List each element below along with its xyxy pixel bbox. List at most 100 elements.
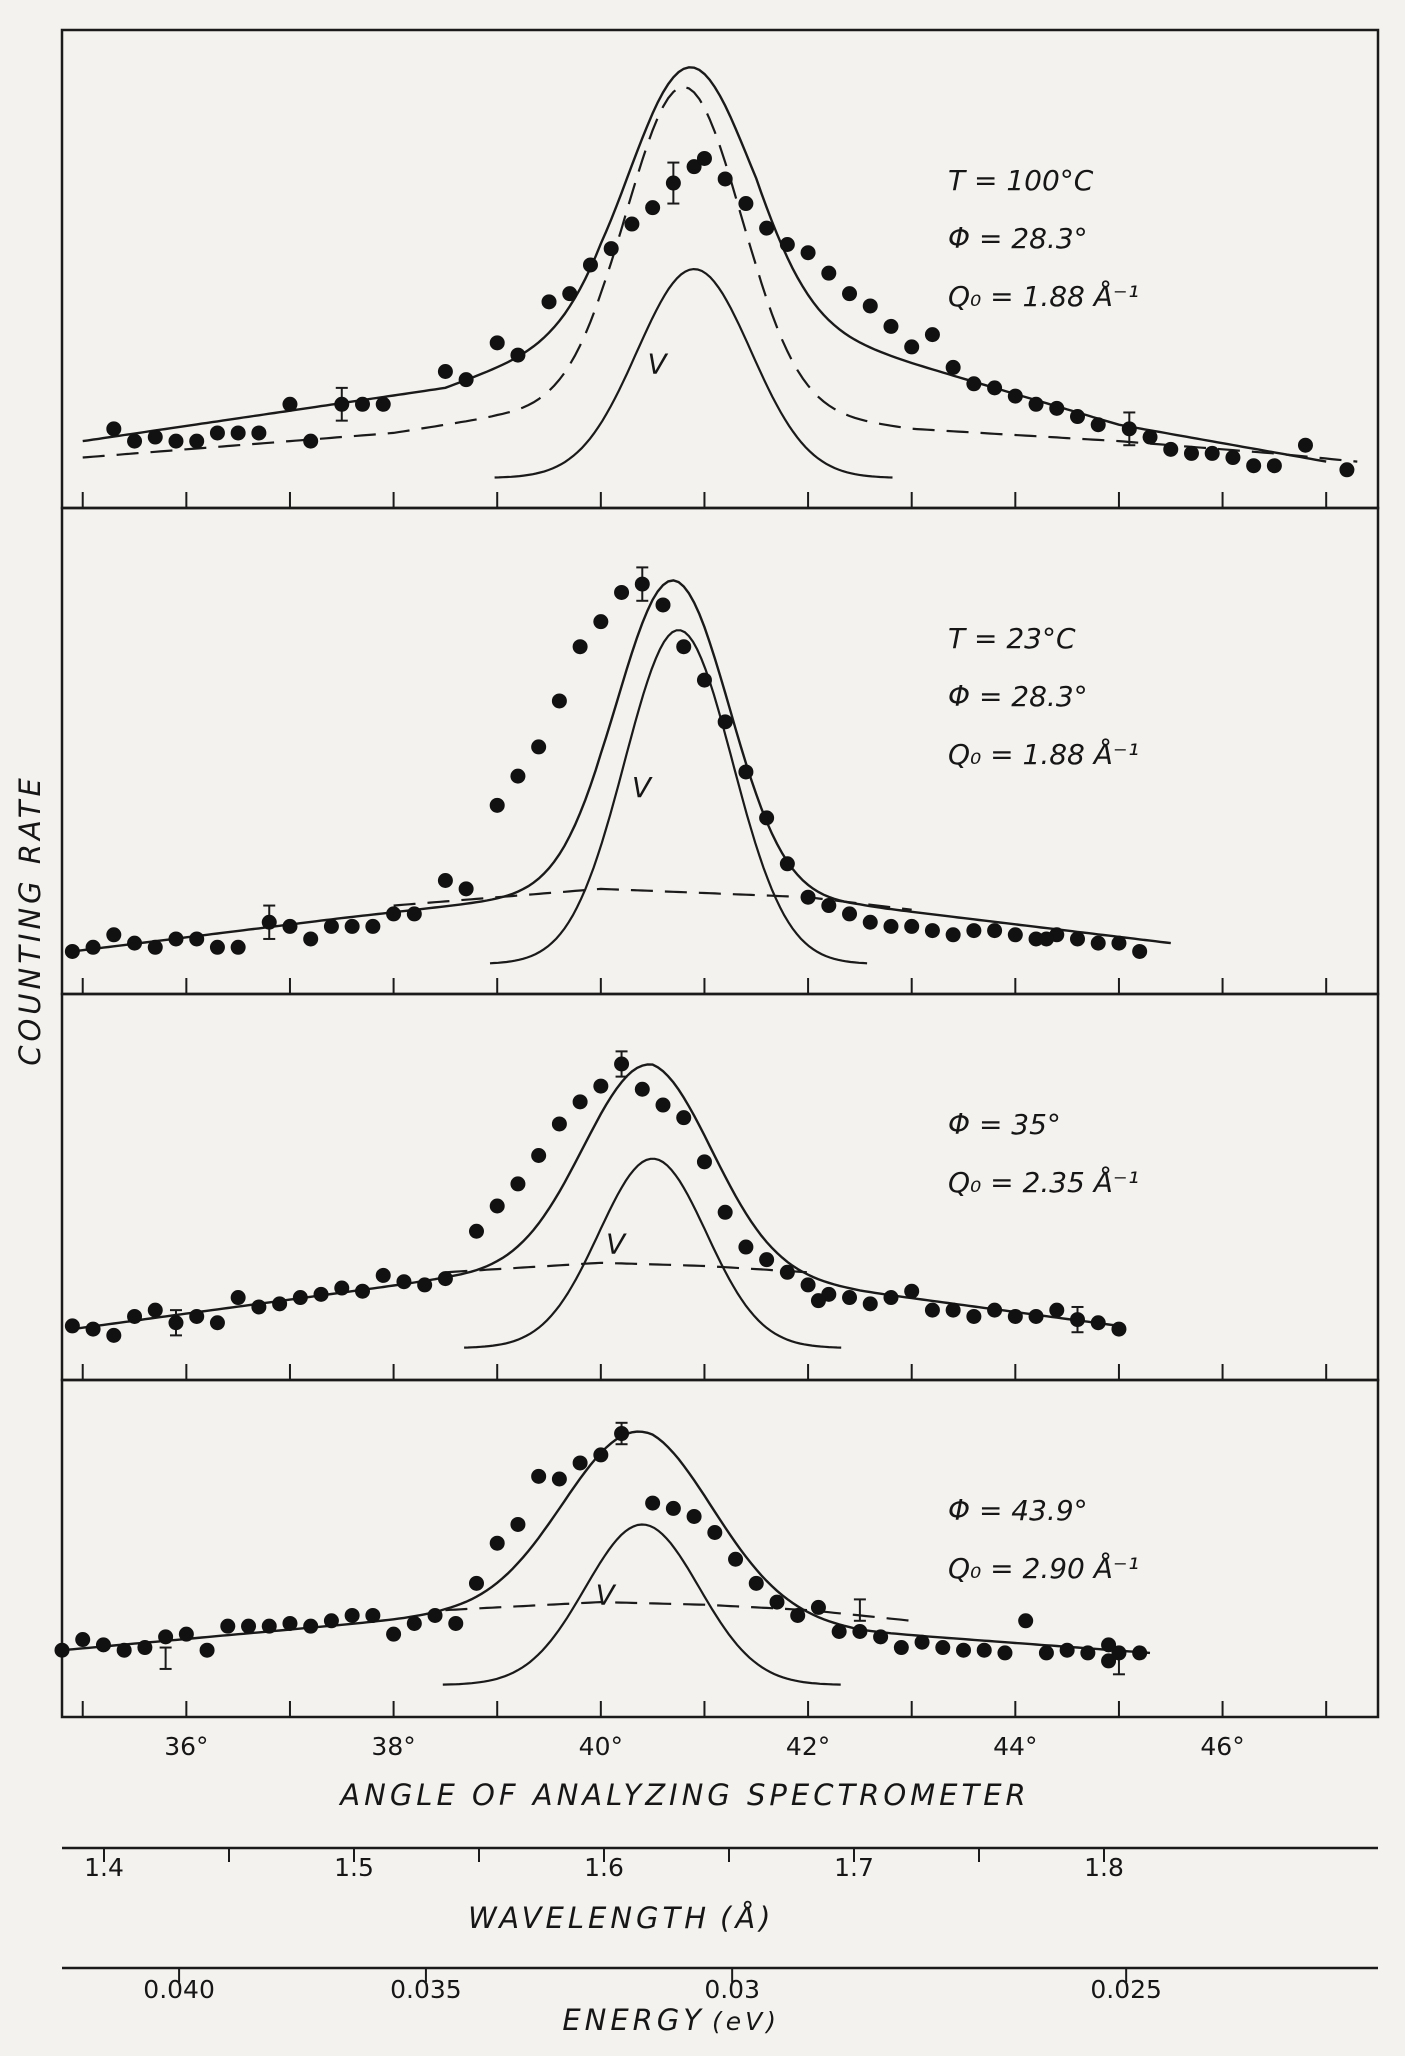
data-point — [1069, 931, 1085, 947]
data-point — [1007, 1308, 1023, 1324]
data-point — [230, 1290, 246, 1306]
data-point — [323, 918, 339, 934]
data-point — [842, 286, 858, 302]
data-point — [810, 1293, 826, 1309]
data-point — [873, 1629, 889, 1645]
data-point — [582, 257, 598, 273]
curve-label-v: V — [647, 348, 668, 381]
data-point — [717, 1204, 733, 1220]
data-point — [883, 1290, 899, 1306]
data-point — [862, 1296, 878, 1312]
data-point — [759, 220, 775, 236]
data-point — [862, 914, 878, 930]
data-point — [935, 1640, 951, 1656]
energy-tick-label: 0.035 — [390, 1975, 462, 2004]
data-point — [230, 425, 246, 441]
data-point — [127, 433, 143, 449]
data-point — [448, 1615, 464, 1631]
data-point — [1028, 931, 1044, 947]
data-point — [945, 1302, 961, 1318]
fit-curve — [61, 1430, 1151, 1655]
wavelength-axis-label: WAVELENGTH — [468, 1901, 710, 1935]
curve-label-v: V — [632, 771, 653, 804]
data-point — [717, 714, 733, 730]
data-point — [1028, 396, 1044, 412]
data-point — [738, 764, 754, 780]
panel-frame — [60, 992, 1380, 1382]
y-axis-label: COUNTING RATE — [13, 774, 47, 1066]
data-point — [251, 1299, 267, 1315]
data-point — [375, 396, 391, 412]
data-point — [779, 856, 795, 872]
wavelength-tick-label: 1.5 — [334, 1853, 374, 1882]
data-point — [282, 1615, 298, 1631]
panel-3: V Φ = 35° Q₀ = 2.35 Å⁻¹ — [60, 992, 1380, 1382]
dashed-curve — [445, 1600, 912, 1622]
data-point — [365, 1607, 381, 1623]
data-point — [64, 943, 80, 959]
data-point — [1069, 1312, 1085, 1328]
panels: V T = 100°C Φ = 28.3° Q₀ = 1.88 Å⁻¹ V T = 23°… — [54, 28, 1380, 1761]
data-point — [1142, 429, 1158, 445]
data-point — [365, 918, 381, 934]
data-point — [137, 1640, 153, 1656]
data-point — [800, 1277, 816, 1293]
data-point — [189, 1308, 205, 1324]
data-point — [303, 931, 319, 947]
data-point — [800, 245, 816, 261]
data-point — [541, 294, 557, 310]
data-point — [655, 1097, 671, 1113]
energy-tick-label: 0.040 — [143, 1975, 215, 2004]
data-point — [1246, 458, 1262, 474]
data-point — [696, 1154, 712, 1170]
data-point — [64, 1318, 80, 1334]
data-point — [427, 1607, 443, 1623]
data-point — [334, 1280, 350, 1296]
data-point — [987, 380, 1003, 396]
data-point — [158, 1629, 174, 1645]
data-point — [562, 286, 578, 302]
data-point — [572, 1094, 588, 1110]
data-point — [375, 1267, 391, 1283]
data-point — [272, 1296, 288, 1312]
data-point — [676, 1110, 692, 1126]
data-point — [106, 927, 122, 943]
data-point — [178, 1626, 194, 1642]
data-point — [696, 672, 712, 688]
data-point — [1339, 462, 1355, 478]
wavelength-tick-label: 1.6 — [584, 1853, 624, 1882]
data-point — [437, 1271, 453, 1287]
data-point — [510, 1516, 526, 1532]
data-point — [593, 1447, 609, 1463]
data-point — [1007, 927, 1023, 943]
annotation-3: Q₀ = 1.88 Å⁻¹ — [948, 279, 1139, 313]
data-point — [810, 1599, 826, 1615]
data-point — [1090, 935, 1106, 951]
data-point — [759, 1252, 775, 1268]
data-point — [904, 339, 920, 355]
data-point — [458, 881, 474, 897]
data-point — [531, 739, 547, 755]
angle-tick-label: 38° — [371, 1732, 415, 1761]
angle-axis-label: ANGLE OF ANALYZING SPECTROMETER — [338, 1778, 1029, 1812]
data-point — [489, 335, 505, 351]
data-point — [168, 931, 184, 947]
data-point — [696, 150, 712, 166]
data-point — [904, 918, 920, 934]
data-point — [147, 939, 163, 955]
v-gaussian-curve — [442, 1523, 841, 1686]
data-point — [945, 927, 961, 943]
data-point — [220, 1618, 236, 1634]
data-point — [966, 1308, 982, 1324]
data-point — [1049, 1302, 1065, 1318]
data-point — [614, 1056, 630, 1072]
v-gaussian-curve — [464, 1157, 842, 1349]
wavelength-axis-unit: (Å) — [720, 1901, 774, 1935]
data-point — [914, 1634, 930, 1650]
panel-2: V T = 23°C Φ = 28.3° Q₀ = 1.88 Å⁻¹ — [60, 506, 1380, 996]
data-point — [510, 347, 526, 363]
data-point — [728, 1551, 744, 1567]
dashed-curve — [393, 887, 912, 911]
angle-tick-label: 40° — [579, 1732, 623, 1761]
data-point — [987, 923, 1003, 939]
